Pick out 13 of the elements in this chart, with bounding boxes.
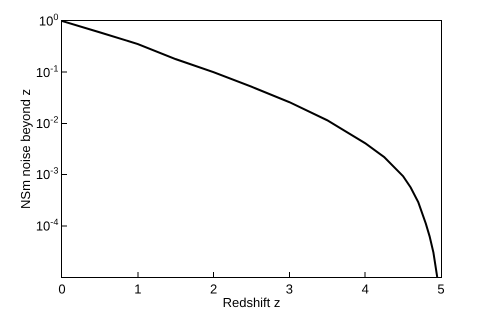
y-tick-label: 10$^{-3}$ xyxy=(36,166,58,182)
x-tick-label: 5 xyxy=(437,282,445,297)
x-tick-label: 4 xyxy=(362,282,369,297)
x-tick-label: 2 xyxy=(210,282,218,297)
y-tick-label: 10$^{-2}$ xyxy=(36,114,58,131)
x-tick-label: 3 xyxy=(286,282,294,297)
y-axis-title: NSm noise beyond z xyxy=(18,89,33,209)
x-axis-title: Redshift z xyxy=(222,295,280,310)
y-tick-label: 10$^{0}$ xyxy=(38,12,58,29)
y-tick-label: 10$^{-1}$ xyxy=(36,63,58,80)
x-tick-label: 1 xyxy=(134,282,142,297)
y-tick-label: 10$^{-4}$ xyxy=(36,216,58,234)
x-tick-label: 0 xyxy=(58,282,66,297)
